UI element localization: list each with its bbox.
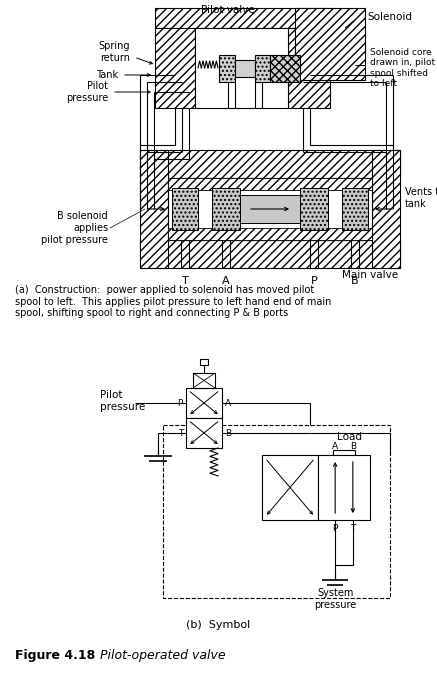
- Text: P: P: [311, 276, 317, 286]
- Text: B: B: [351, 276, 359, 286]
- Text: Pilot valve: Pilot valve: [201, 5, 255, 15]
- Bar: [155, 8, 330, 28]
- Bar: [219, 55, 235, 82]
- Bar: [255, 55, 270, 82]
- Bar: [300, 188, 328, 230]
- Text: A: A: [332, 442, 338, 451]
- Text: T: T: [182, 276, 188, 286]
- Text: Pilot-operated valve: Pilot-operated valve: [100, 648, 225, 661]
- Bar: [342, 188, 368, 230]
- Bar: [168, 178, 372, 240]
- Bar: [235, 60, 255, 77]
- Bar: [295, 8, 365, 80]
- Text: Spring
return: Spring return: [98, 41, 130, 62]
- Text: B solenoid
applies
pilot pressure: B solenoid applies pilot pressure: [41, 212, 108, 244]
- Bar: [200, 359, 208, 365]
- Text: Load: Load: [336, 432, 361, 442]
- Bar: [372, 150, 400, 268]
- Bar: [240, 195, 300, 223]
- Bar: [288, 28, 330, 108]
- Text: Solenoid core
drawn in, pilot
spool shifted
to left: Solenoid core drawn in, pilot spool shif…: [370, 48, 435, 88]
- Text: (a)  Construction:  power applied to solenoid has moved pilot
spool to left.  Th: (a) Construction: power applied to solen…: [15, 285, 331, 319]
- Text: P: P: [333, 524, 338, 533]
- Text: A: A: [222, 276, 230, 286]
- Bar: [163, 425, 390, 598]
- Bar: [186, 388, 222, 418]
- Text: T: T: [350, 524, 356, 533]
- Text: Figure 4.18: Figure 4.18: [15, 648, 95, 661]
- Text: Main valve: Main valve: [342, 270, 398, 280]
- Bar: [155, 28, 195, 108]
- Text: Pilot
pressure: Pilot pressure: [66, 81, 108, 103]
- Text: T: T: [177, 428, 183, 437]
- Bar: [172, 188, 198, 230]
- Bar: [262, 455, 318, 520]
- Bar: [140, 150, 168, 268]
- Text: System
pressure: System pressure: [314, 588, 356, 609]
- Text: A: A: [225, 398, 231, 407]
- Bar: [168, 228, 372, 240]
- Text: B: B: [350, 442, 356, 451]
- Bar: [318, 455, 370, 520]
- Text: Pilot
pressure: Pilot pressure: [100, 390, 145, 412]
- Bar: [270, 55, 300, 82]
- Bar: [168, 178, 372, 190]
- Bar: [140, 150, 400, 178]
- Text: P: P: [177, 398, 183, 407]
- Bar: [212, 188, 240, 230]
- Bar: [140, 240, 400, 268]
- Text: Tank: Tank: [96, 70, 118, 80]
- Bar: [186, 418, 222, 448]
- Text: (b)  Symbol: (b) Symbol: [186, 620, 250, 630]
- Text: Vents to
tank: Vents to tank: [405, 187, 437, 209]
- Bar: [193, 373, 215, 388]
- Text: B: B: [225, 428, 231, 437]
- Bar: [195, 28, 288, 108]
- Text: Solenoid: Solenoid: [367, 12, 412, 22]
